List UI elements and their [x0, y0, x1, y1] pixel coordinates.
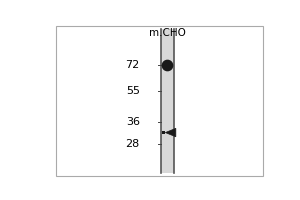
Text: 55: 55: [126, 86, 140, 96]
Text: m.CHO: m.CHO: [149, 28, 186, 38]
Text: 72: 72: [126, 60, 140, 70]
Text: 36: 36: [126, 117, 140, 127]
Text: 28: 28: [126, 139, 140, 149]
Point: [164, 63, 169, 66]
Bar: [162, 131, 165, 134]
Polygon shape: [165, 128, 176, 137]
Bar: [161, 29, 174, 173]
Bar: [56, 26, 263, 176]
